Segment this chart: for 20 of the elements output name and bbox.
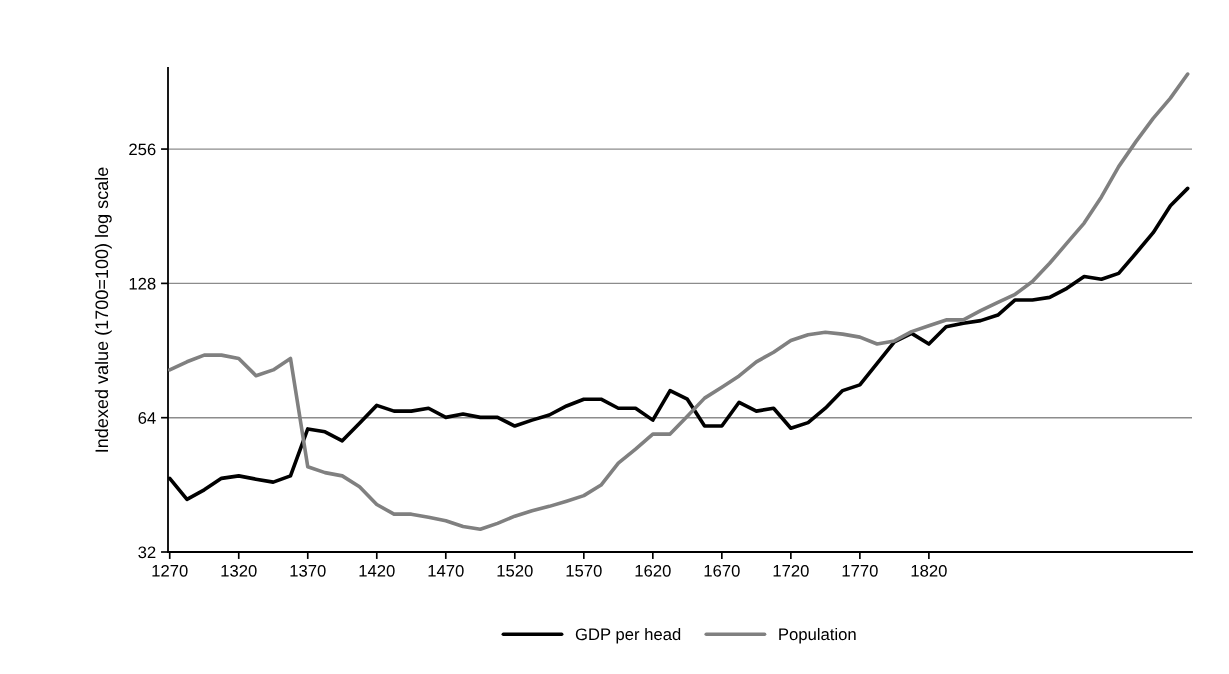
y-axis-title: Indexed value (1700=100) log scale xyxy=(94,167,112,452)
legend-label: Population xyxy=(779,627,856,644)
y-tick-label: 32 xyxy=(138,546,156,559)
x-tick-label: 1770 xyxy=(842,564,878,577)
x-tick-label: 1670 xyxy=(704,564,740,577)
y-tick-label: 64 xyxy=(138,412,156,424)
line-series xyxy=(168,72,1190,531)
legend-label: GDP per head xyxy=(575,627,681,644)
x-tick-label: 1620 xyxy=(635,564,671,577)
y-tick-label: 256 xyxy=(129,143,156,156)
x-tick-label: 1570 xyxy=(566,564,602,577)
x-tick-label: 1270 xyxy=(152,564,188,577)
x-tick-label: 1820 xyxy=(911,564,947,577)
x-tick-label: 1420 xyxy=(359,564,395,577)
x-tick-label: 1370 xyxy=(290,564,326,577)
x-tick-label: 1320 xyxy=(221,564,257,577)
x-tick-label: 1470 xyxy=(428,564,464,577)
y-tick-label: 128 xyxy=(129,277,156,290)
x-tick-label: 1520 xyxy=(497,564,533,577)
x-tick-label: 1720 xyxy=(773,564,809,577)
